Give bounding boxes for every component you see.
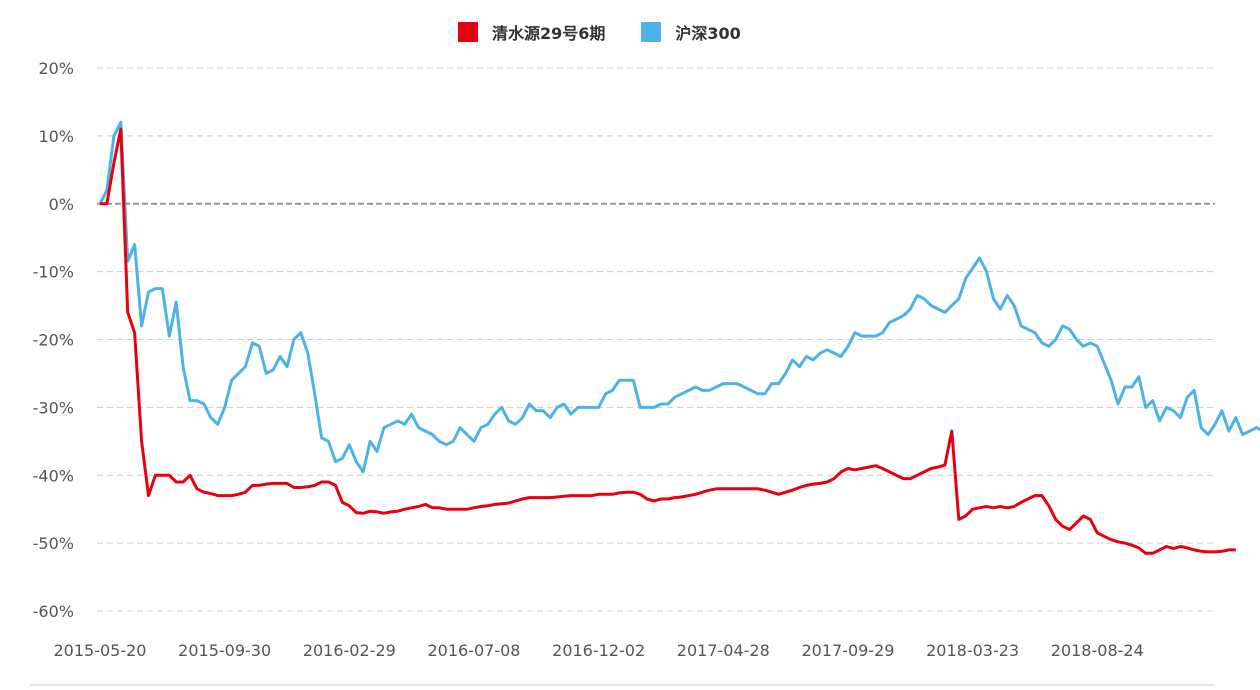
x-tick-label: 2017-09-29 (801, 641, 894, 660)
y-tick-label: -10% (33, 263, 74, 282)
x-tick-label: 2018-03-23 (926, 641, 1019, 660)
series-lines (98, 120, 1260, 555)
x-tick-label: 2016-12-02 (552, 641, 645, 660)
x-tick-label: 2016-02-29 (303, 641, 396, 660)
y-tick-label: -50% (33, 534, 74, 553)
x-tick-label: 2016-07-08 (427, 641, 520, 660)
legend: 清水源29号6期 沪深300 (458, 20, 777, 44)
series-line-1 (100, 127, 1236, 555)
y-tick-label: -20% (33, 331, 74, 350)
legend-label-series-1: 清水源29号6期 (492, 24, 606, 43)
y-tick-label: 20% (38, 59, 74, 78)
y-tick-label: 10% (38, 127, 74, 146)
y-tick-label: -30% (33, 398, 74, 417)
legend-item-series-2[interactable]: 沪深300 (641, 20, 741, 44)
legend-label-series-2: 沪深300 (675, 24, 741, 43)
legend-swatch-series-2 (641, 22, 662, 42)
y-tick-label: 0% (49, 195, 74, 214)
y-axis-tick-labels: 20% 10% 0% -10% -20% -30% -40% -50% -60% (33, 59, 74, 621)
series-line-2 (98, 120, 1260, 474)
x-tick-label: 2015-05-20 (54, 641, 147, 660)
y-tick-label: -40% (33, 466, 74, 485)
legend-swatch-series-1 (458, 22, 478, 42)
y-tick-label: -60% (33, 602, 74, 621)
x-tick-label: 2017-04-28 (677, 641, 770, 660)
legend-item-series-1[interactable]: 清水源29号6期 (458, 20, 605, 44)
x-tick-label: 2018-08-24 (1051, 641, 1144, 660)
x-axis-tick-labels: 2015-05-20 2015-09-30 2016-02-29 2016-07-08… (54, 641, 1144, 660)
x-tick-label: 2015-09-30 (178, 641, 271, 660)
grid-lines (97, 67, 1215, 612)
